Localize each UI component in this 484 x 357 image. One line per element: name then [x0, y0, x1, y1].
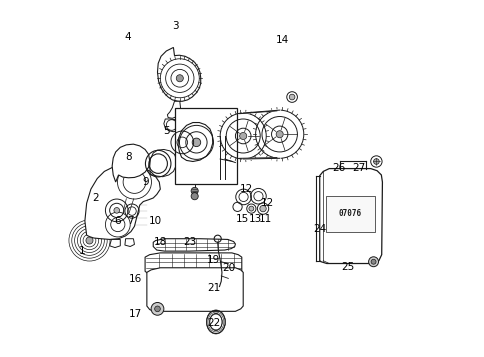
Text: 16: 16 — [129, 275, 142, 285]
Text: 22: 22 — [206, 318, 220, 328]
Polygon shape — [153, 239, 235, 251]
Text: 19: 19 — [206, 255, 220, 265]
Circle shape — [176, 75, 183, 82]
Polygon shape — [125, 239, 134, 247]
Circle shape — [373, 159, 378, 164]
Text: 21: 21 — [206, 283, 220, 293]
Circle shape — [151, 302, 164, 315]
Polygon shape — [109, 240, 120, 247]
Circle shape — [86, 237, 93, 244]
Circle shape — [191, 187, 198, 195]
Circle shape — [239, 132, 246, 140]
Text: 5: 5 — [163, 126, 169, 136]
Circle shape — [288, 94, 294, 100]
Text: 23: 23 — [183, 237, 197, 247]
Text: 14: 14 — [275, 35, 288, 45]
Polygon shape — [164, 119, 179, 132]
Text: 13: 13 — [248, 214, 262, 224]
Text: 15: 15 — [235, 214, 249, 224]
Circle shape — [370, 259, 375, 264]
Polygon shape — [147, 268, 242, 311]
Bar — [325, 196, 375, 232]
Text: 26: 26 — [332, 163, 345, 173]
Polygon shape — [157, 47, 200, 101]
Text: 9: 9 — [143, 177, 149, 187]
Circle shape — [191, 193, 198, 200]
Polygon shape — [319, 169, 381, 263]
Text: 2: 2 — [92, 193, 99, 203]
Text: 11: 11 — [258, 214, 272, 224]
Text: 17: 17 — [129, 309, 142, 319]
Circle shape — [154, 306, 160, 312]
Text: 10: 10 — [149, 216, 162, 226]
Text: 12: 12 — [260, 198, 273, 208]
Text: 8: 8 — [125, 152, 132, 162]
Circle shape — [248, 206, 253, 211]
Circle shape — [114, 207, 120, 213]
Text: 6: 6 — [114, 216, 121, 226]
Text: 1: 1 — [79, 246, 86, 256]
Text: 18: 18 — [153, 237, 166, 247]
Polygon shape — [85, 164, 160, 240]
Text: 7: 7 — [127, 216, 134, 226]
Text: 24: 24 — [313, 224, 326, 234]
Text: 20: 20 — [222, 263, 235, 273]
Text: 12: 12 — [239, 184, 252, 194]
Polygon shape — [167, 101, 180, 118]
Polygon shape — [178, 122, 212, 161]
Circle shape — [275, 131, 283, 138]
Circle shape — [368, 257, 378, 267]
Text: 07076: 07076 — [338, 210, 362, 218]
Text: 25: 25 — [341, 262, 354, 272]
Polygon shape — [112, 144, 150, 182]
Polygon shape — [145, 253, 242, 276]
Bar — [175, 108, 237, 184]
Text: 4: 4 — [124, 32, 130, 42]
Circle shape — [259, 205, 266, 212]
Circle shape — [192, 138, 200, 147]
Text: 27: 27 — [351, 163, 364, 173]
Text: 3: 3 — [171, 21, 178, 31]
